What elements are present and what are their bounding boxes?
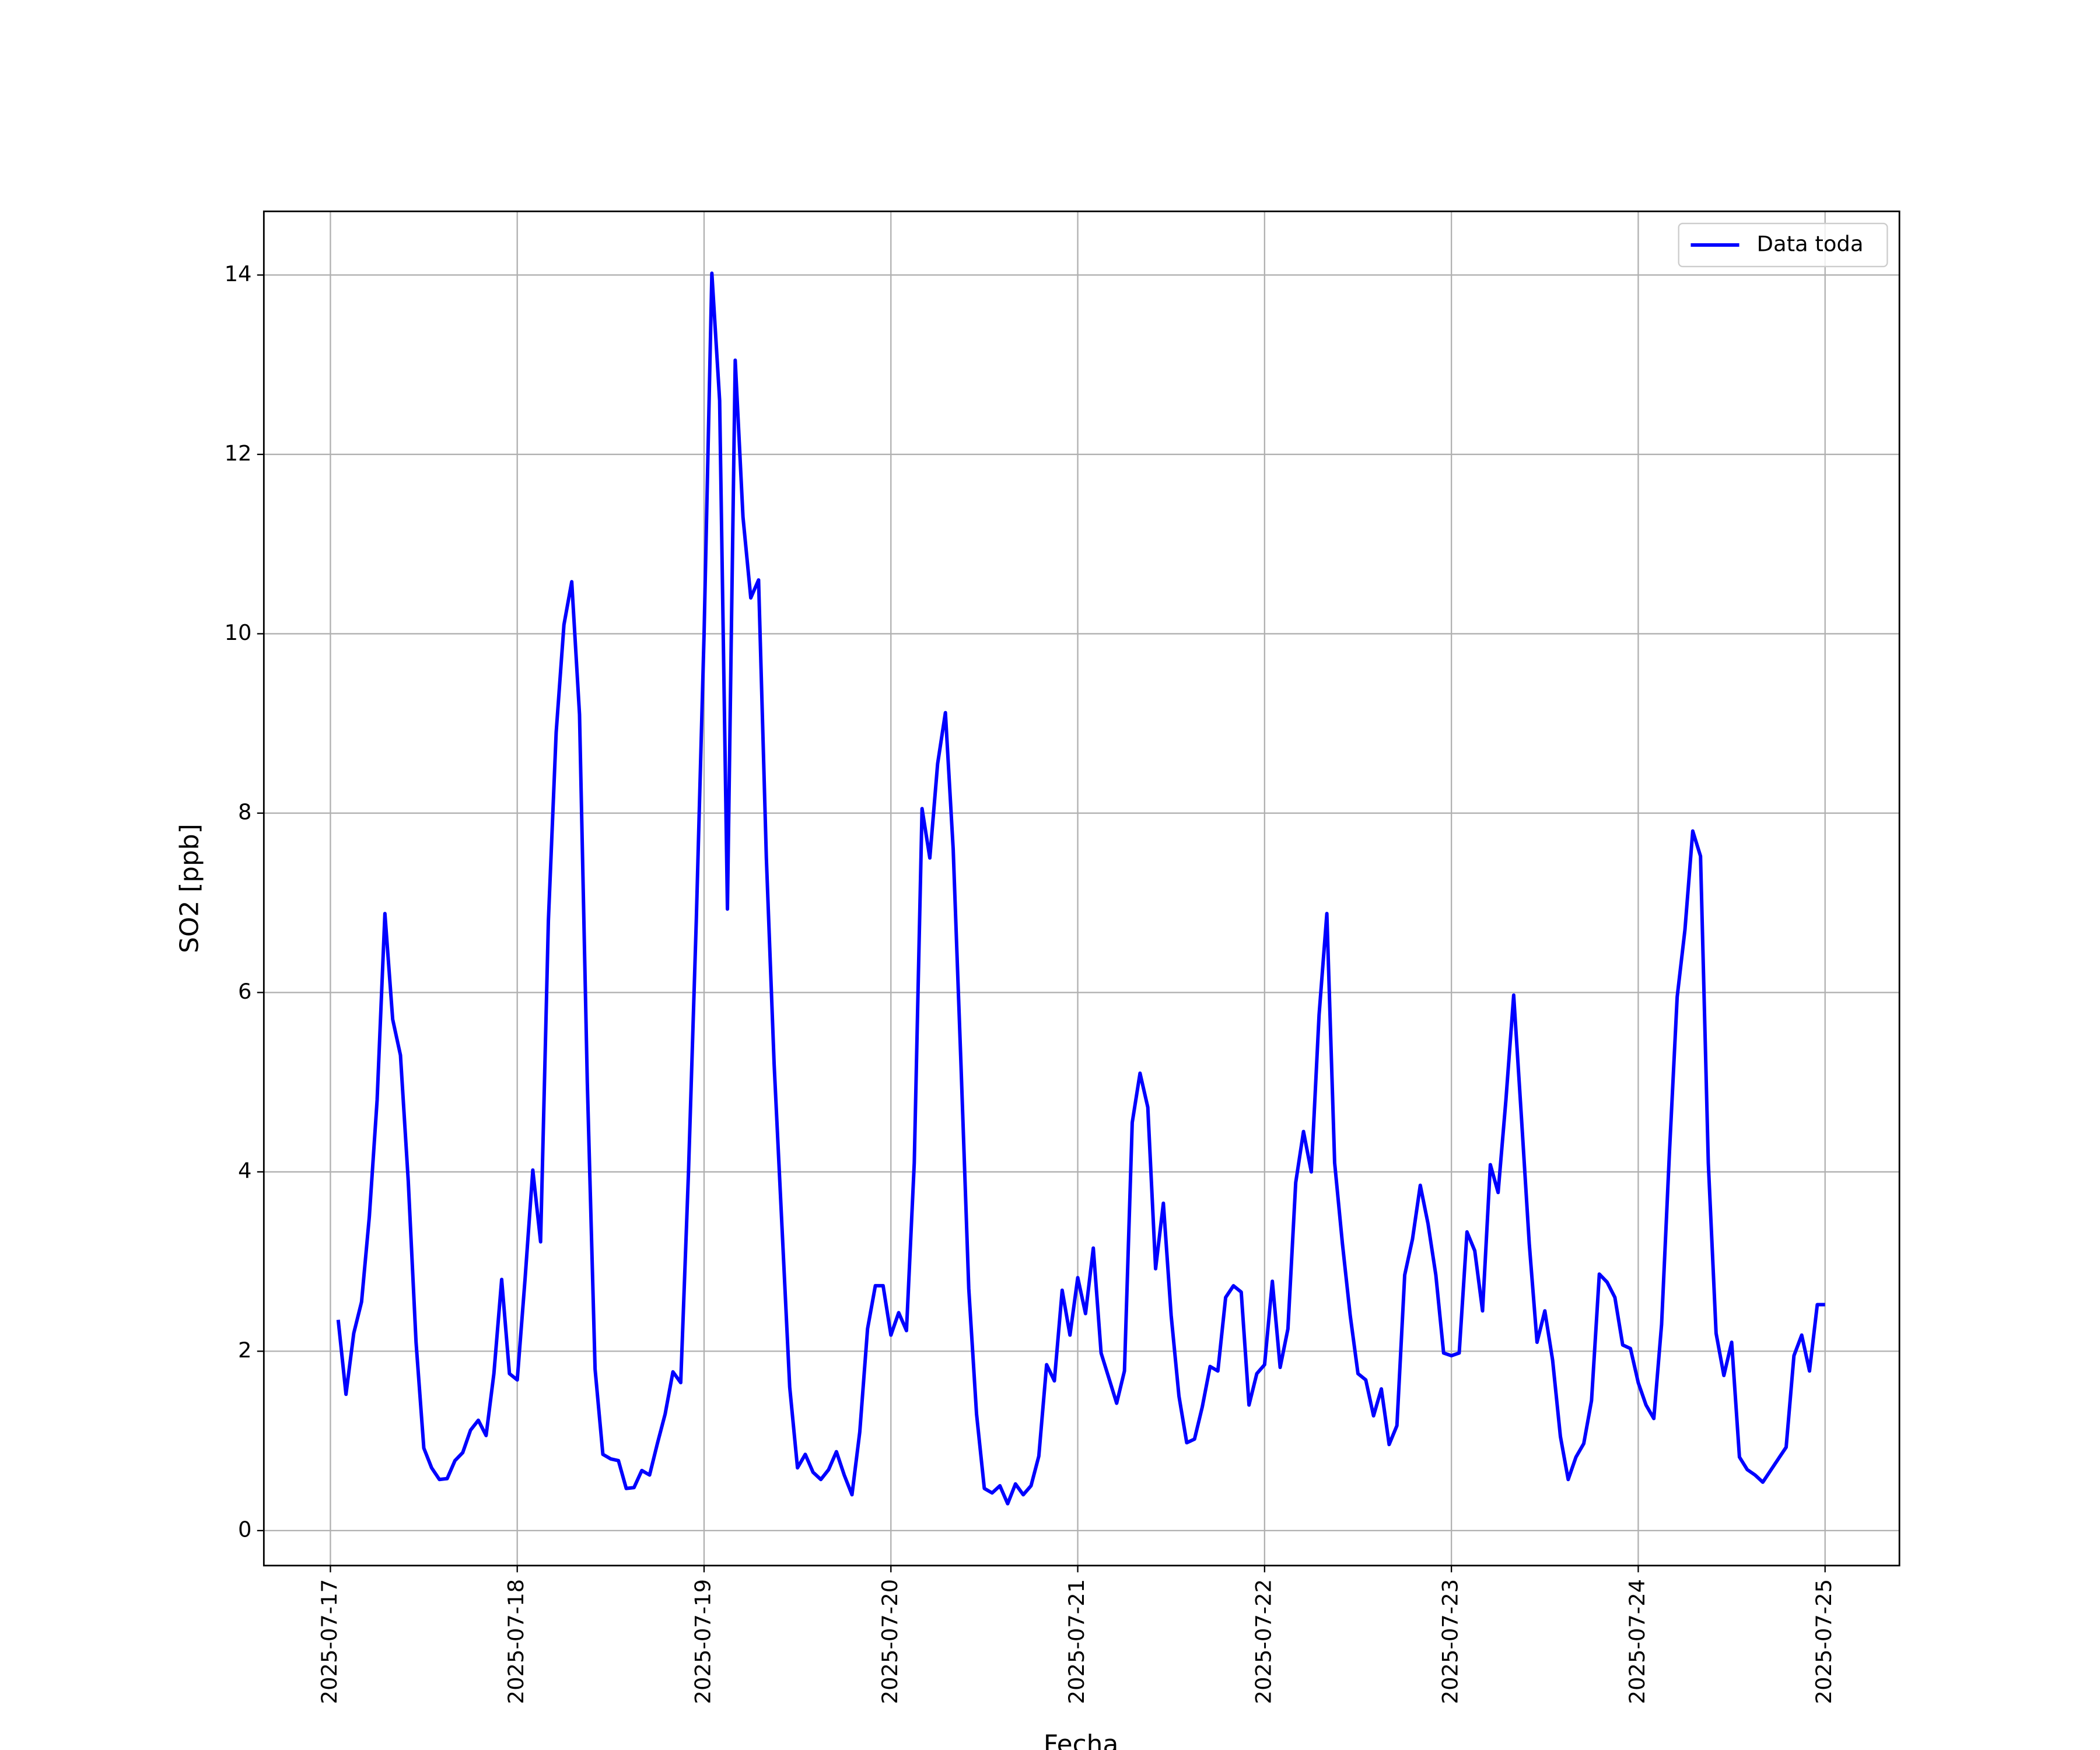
y-tick-label: 8 xyxy=(238,799,251,824)
axes-frame xyxy=(262,210,1901,1567)
x-axis-label: Fecha xyxy=(1044,1730,1119,1750)
x-tick-label: 2025-07-19 xyxy=(690,1579,715,1704)
x-tick-label: 2025-07-22 xyxy=(1251,1579,1276,1704)
y-axis-label: SO2 [ppb] xyxy=(175,824,205,953)
x-tick-label: 2025-07-20 xyxy=(877,1579,902,1704)
legend-box xyxy=(1678,222,1888,268)
legend: Data toda xyxy=(1678,222,1888,268)
y-tick-label: 12 xyxy=(225,440,252,466)
x-tick-label: 2025-07-24 xyxy=(1625,1579,1650,1704)
grid-layer xyxy=(264,211,1900,1566)
x-tick-label: 2025-07-21 xyxy=(1064,1579,1089,1704)
x-tick-label: 2025-07-18 xyxy=(503,1579,528,1704)
y-tick-label: 6 xyxy=(238,979,251,1004)
x-tick-label: 2025-07-23 xyxy=(1438,1579,1463,1704)
y-tick-label: 4 xyxy=(238,1158,251,1183)
data-line xyxy=(336,271,1825,1506)
plot-layer xyxy=(336,271,1825,1506)
legend-label: Data toda xyxy=(1757,232,1864,257)
y-tick-label: 2 xyxy=(238,1338,251,1363)
tick-layer: 0 2 4 6 8 10 12 14 2025-07-17 2025-07-18 2025-07-1… xyxy=(225,261,1837,1704)
y-tick-label: 0 xyxy=(238,1517,251,1542)
y-tick-label: 14 xyxy=(225,261,252,286)
y-tick-label: 10 xyxy=(225,620,252,645)
x-tick-label: 2025-07-25 xyxy=(1811,1579,1836,1704)
x-tick-label: 2025-07-17 xyxy=(317,1579,342,1704)
